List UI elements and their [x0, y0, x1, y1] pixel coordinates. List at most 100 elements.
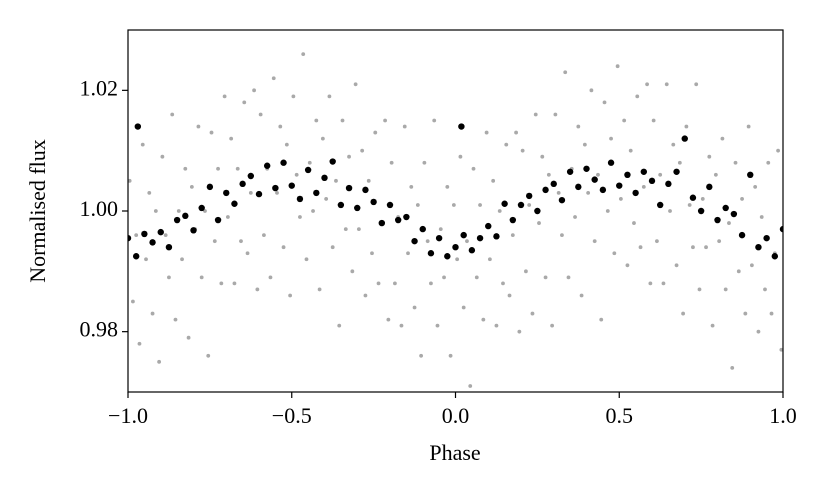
point [769, 311, 774, 316]
point [165, 244, 173, 251]
point [242, 100, 247, 105]
point [321, 174, 328, 182]
point [406, 251, 410, 256]
point [632, 221, 636, 225]
point [517, 201, 525, 209]
y-tick-label: 1.00 [80, 196, 119, 221]
point [442, 275, 446, 280]
point [533, 112, 538, 117]
point [337, 323, 342, 328]
point [706, 183, 713, 191]
point [304, 166, 312, 174]
point [501, 281, 505, 286]
point [658, 172, 663, 177]
point [394, 216, 402, 224]
point [219, 281, 224, 286]
point [173, 216, 181, 224]
point [128, 234, 132, 242]
point [435, 234, 443, 242]
point [668, 209, 672, 213]
point [458, 123, 465, 130]
point [517, 329, 522, 334]
point [509, 216, 517, 224]
point [460, 231, 467, 239]
point [170, 112, 175, 117]
point [779, 225, 783, 233]
point [176, 209, 181, 213]
point [487, 257, 492, 262]
point [689, 194, 697, 201]
point [183, 166, 188, 171]
point [700, 197, 705, 201]
point [576, 124, 581, 129]
point [419, 353, 424, 358]
point [707, 154, 712, 159]
point [476, 234, 484, 242]
point [327, 94, 332, 99]
point [298, 215, 302, 219]
point [288, 182, 295, 189]
point [128, 178, 132, 183]
point [199, 275, 204, 280]
point [444, 253, 451, 260]
point [206, 183, 214, 191]
point [753, 184, 758, 189]
point [427, 250, 435, 257]
point [478, 203, 482, 207]
point [530, 311, 535, 316]
point [655, 239, 659, 244]
point [615, 64, 620, 69]
point [343, 227, 348, 232]
point [157, 228, 164, 236]
point [485, 222, 492, 230]
point [640, 168, 648, 175]
point [415, 203, 420, 207]
point [468, 247, 476, 254]
point [314, 118, 319, 123]
point [747, 171, 754, 178]
point [481, 317, 486, 322]
point [720, 136, 725, 141]
point [347, 154, 351, 159]
point [710, 323, 715, 328]
point [402, 124, 407, 129]
point [474, 275, 479, 280]
point [681, 311, 686, 316]
point [553, 112, 558, 117]
point [665, 180, 672, 188]
point [638, 245, 643, 250]
point [141, 230, 148, 238]
point [232, 281, 237, 286]
point [362, 186, 369, 194]
point [345, 184, 353, 192]
point [435, 323, 440, 328]
point [182, 212, 189, 220]
point [419, 225, 426, 233]
x-tick-label: 1.0 [769, 403, 797, 428]
point [674, 263, 679, 268]
point [252, 88, 256, 93]
point [510, 233, 515, 238]
point [684, 124, 689, 129]
point [458, 154, 463, 159]
point [507, 293, 512, 298]
point [563, 70, 568, 75]
point [776, 148, 780, 153]
point [140, 142, 145, 147]
point [550, 323, 555, 328]
point [491, 178, 496, 183]
point [432, 118, 437, 123]
point [645, 82, 649, 87]
point [378, 219, 386, 227]
point [144, 257, 148, 262]
point [223, 189, 230, 197]
point [255, 190, 263, 198]
point [687, 203, 692, 207]
point [334, 178, 338, 183]
point [465, 239, 469, 244]
point [153, 209, 158, 213]
point [664, 82, 669, 87]
point [225, 215, 230, 219]
point [291, 94, 296, 99]
point [540, 154, 545, 159]
